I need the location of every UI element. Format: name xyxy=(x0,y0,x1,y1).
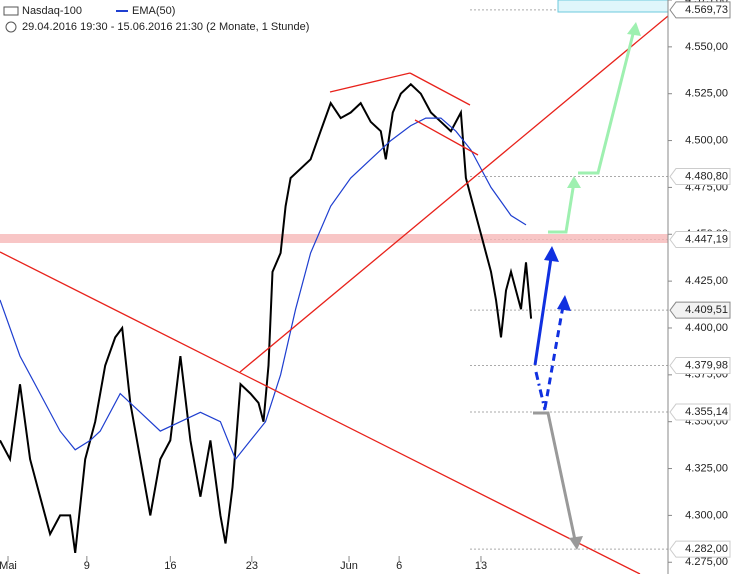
annotations xyxy=(0,15,669,574)
trend-line xyxy=(409,72,471,106)
level-box xyxy=(669,540,731,558)
y-tick-label: 4.275,00 xyxy=(685,556,728,568)
y-tick-label: 4.325,00 xyxy=(685,462,728,474)
level-value: 4.379,98 xyxy=(685,359,728,371)
level-box xyxy=(669,1,731,19)
level-value: 4.282,00 xyxy=(685,543,728,555)
y-tick-label: 4.425,00 xyxy=(685,275,728,287)
trend-line xyxy=(329,72,411,93)
arrow xyxy=(548,181,576,234)
series-line xyxy=(0,82,533,554)
level-label: 4.447,19 xyxy=(669,231,731,249)
level-label: 4.480,80 xyxy=(669,168,731,186)
arrow xyxy=(533,411,577,541)
level-box xyxy=(669,357,731,375)
icon xyxy=(3,6,19,16)
level-box xyxy=(669,231,731,249)
x-tick-label: 23 xyxy=(246,560,258,572)
legend-label: Nasdaq-100 xyxy=(22,5,82,17)
header: Nasdaq-100 EMA(50) 29.04.2016 19:30 - 15… xyxy=(3,5,309,33)
trend-line xyxy=(414,119,479,156)
arrow-head xyxy=(557,295,571,311)
level-label: 4.569,73 xyxy=(669,1,731,19)
level-value: 4.569,73 xyxy=(685,4,728,16)
y-tick-label: 4.300,00 xyxy=(685,509,728,521)
arrow-head xyxy=(627,22,641,36)
y-tick-label: 4.500,00 xyxy=(685,134,728,146)
arrow xyxy=(578,29,636,175)
resistance-band xyxy=(0,234,668,243)
series-line xyxy=(0,117,527,461)
x-tick-label: Jun xyxy=(340,560,358,572)
info-box xyxy=(557,0,669,13)
arrow-head xyxy=(544,246,559,262)
legend-label: EMA(50) xyxy=(132,5,175,17)
y-tick-label: 4.525,00 xyxy=(685,88,728,100)
level-label: 4.409,51 xyxy=(669,301,731,319)
arrow xyxy=(543,305,565,409)
y-tick-label: 4.550,00 xyxy=(685,41,728,53)
subtitle: 29.04.2016 19:30 - 15.06.2016 21:30 (2 M… xyxy=(22,21,309,33)
level-label: 4.282,00 xyxy=(669,540,731,558)
level-box xyxy=(669,403,731,421)
level-box xyxy=(669,301,731,319)
x-tick-label: 13 xyxy=(475,560,487,572)
plot xyxy=(0,82,533,554)
y-tick-label: 4.400,00 xyxy=(685,322,728,334)
arrow-head xyxy=(567,176,581,188)
clock-icon xyxy=(5,21,17,33)
arrow xyxy=(533,257,553,366)
x-tick-label: 16 xyxy=(164,560,176,572)
level-label: 4.379,98 xyxy=(669,357,731,375)
level-box xyxy=(669,168,731,186)
level-value: 4.409,51 xyxy=(685,304,728,316)
trend-line xyxy=(0,251,641,574)
level-value: 4.447,19 xyxy=(685,233,728,245)
level-value: 4.480,80 xyxy=(685,170,728,182)
arrow-head xyxy=(569,536,583,550)
level-label: 4.355,14 xyxy=(669,403,731,421)
x-tick-label: 6 xyxy=(396,560,402,572)
x-tick-label: Mai xyxy=(0,560,17,572)
level-value: 4.355,14 xyxy=(685,406,728,418)
arrow xyxy=(534,371,547,411)
trend-line xyxy=(239,15,669,373)
x-tick-label: 9 xyxy=(84,560,90,572)
